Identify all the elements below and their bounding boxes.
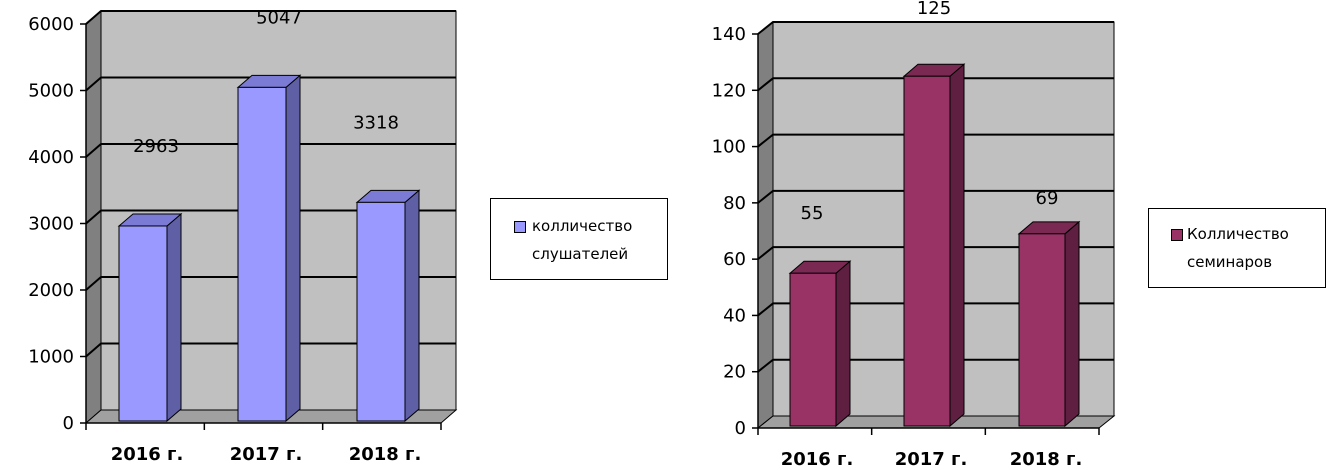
y-tick-label: 5000 [28,81,74,102]
data-label: 69 [1036,188,1059,209]
y-tick-label: 1000 [28,347,74,368]
bar-side [285,74,301,423]
y-tick-label: 140 [712,24,746,45]
gridline [85,143,456,158]
legend-label-line1: Колличество [1187,225,1289,243]
x-tick-label: 2018 г. [349,444,422,465]
gridline [757,77,1114,92]
legend-swatch-icon [1171,229,1183,241]
legend-chart-1: колличество слушателей [490,198,668,280]
y-tick-label: 6000 [28,14,74,35]
data-label: 5047 [256,7,302,28]
y-tick-label: 80 [723,193,746,214]
gridline [85,10,456,25]
bar-side [166,212,182,423]
bar-side [1064,220,1080,428]
bar [237,86,287,422]
bar [118,225,168,422]
data-label: 2963 [133,136,179,157]
data-label: 125 [917,0,951,19]
gridline [757,21,1114,35]
legend-label-line1: колличество [532,217,633,235]
data-label: 3318 [353,112,399,133]
gridline [85,342,456,358]
gridline [757,246,1114,260]
data-label: 55 [801,203,824,224]
bar-side [404,189,420,423]
bar [903,75,951,427]
gridline [85,276,456,291]
y-tick-label: 3000 [28,214,74,235]
bar [356,201,406,422]
x-tick-label: 2017 г. [230,444,303,465]
legend-label-line2: семинаров [1187,253,1273,271]
bar-side [835,260,851,428]
y-tick-label: 120 [712,80,746,101]
gridline [757,302,1114,317]
bar-side [949,63,965,428]
gridline [85,209,456,225]
y-tick-label: 0 [63,413,74,434]
y-tick-label: 20 [723,362,746,383]
x-tick-label: 2016 г. [111,444,184,465]
x-tick-label: 2017 г. [895,449,968,470]
legend-swatch-icon [514,221,526,233]
y-tick-label: 2000 [28,280,74,301]
x-tick-label: 2016 г. [781,449,854,470]
bar [1018,233,1066,427]
gridline [85,76,456,92]
y-tick-label: 4000 [28,147,74,168]
legend-chart-2: Колличество семинаров [1148,208,1326,288]
gridline [757,358,1114,373]
y-tick-label: 60 [723,249,746,270]
y-tick-label: 0 [735,418,746,439]
y-tick-label: 100 [712,137,746,158]
x-tick-label: 2018 г. [1010,449,1083,470]
gridline [757,189,1114,204]
legend-label-line2: слушателей [532,245,629,263]
bar [789,272,837,427]
chart-side-wall [757,20,774,430]
gridline [757,133,1114,148]
y-tick-label: 40 [723,305,746,326]
